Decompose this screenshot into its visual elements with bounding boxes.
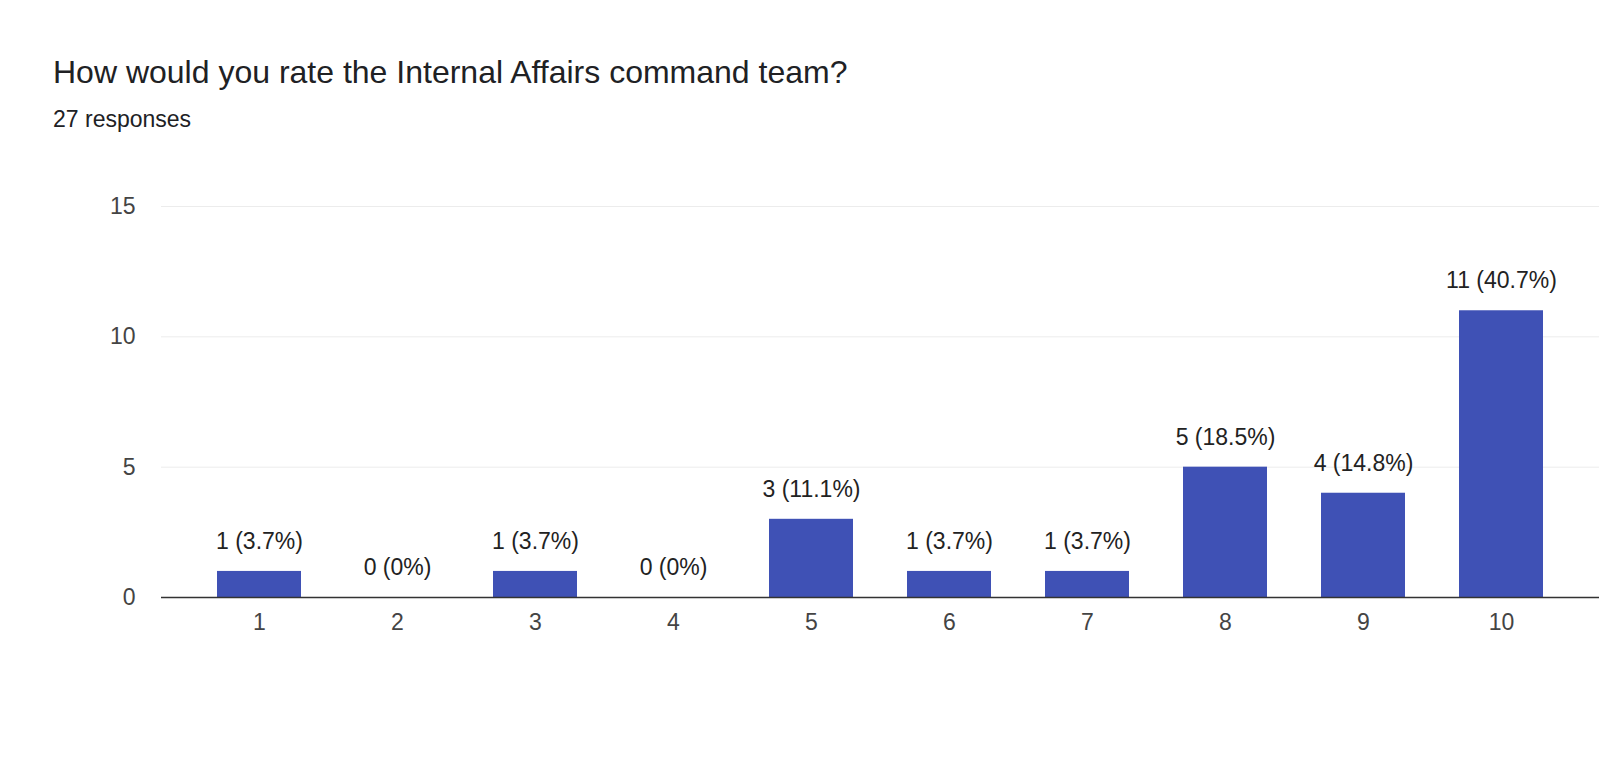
svg-text:5: 5 <box>805 609 818 635</box>
svg-text:9: 9 <box>1357 609 1370 635</box>
svg-text:4: 4 <box>667 609 680 635</box>
svg-text:15: 15 <box>110 193 136 219</box>
svg-text:11 (40.7%): 11 (40.7%) <box>1446 267 1557 293</box>
svg-text:4 (14.8%): 4 (14.8%) <box>1314 450 1414 476</box>
svg-text:0 (0%): 0 (0%) <box>640 554 708 580</box>
svg-text:7: 7 <box>1081 609 1094 635</box>
svg-text:6: 6 <box>943 609 956 635</box>
svg-text:5: 5 <box>123 454 136 480</box>
svg-text:2: 2 <box>391 609 404 635</box>
svg-text:3 (11.1%): 3 (11.1%) <box>762 476 860 502</box>
svg-text:0: 0 <box>123 584 136 610</box>
svg-text:1 (3.7%): 1 (3.7%) <box>906 528 993 554</box>
svg-text:1 (3.7%): 1 (3.7%) <box>492 528 579 554</box>
svg-text:3: 3 <box>529 609 542 635</box>
svg-text:1 (3.7%): 1 (3.7%) <box>1044 528 1131 554</box>
svg-text:10: 10 <box>110 323 136 349</box>
svg-text:1 (3.7%): 1 (3.7%) <box>216 528 303 554</box>
html-text:27 responses: 27 responses <box>53 106 192 132</box>
html-text:How would you rate the Interna: How would you rate the Internal Affairs … <box>53 54 848 90</box>
svg-text:0 (0%): 0 (0%) <box>364 554 432 580</box>
svg-text:10: 10 <box>1489 609 1515 635</box>
svg-text:8: 8 <box>1219 609 1232 635</box>
svg-text:1: 1 <box>253 609 266 635</box>
svg-text:5 (18.5%): 5 (18.5%) <box>1176 424 1276 450</box>
